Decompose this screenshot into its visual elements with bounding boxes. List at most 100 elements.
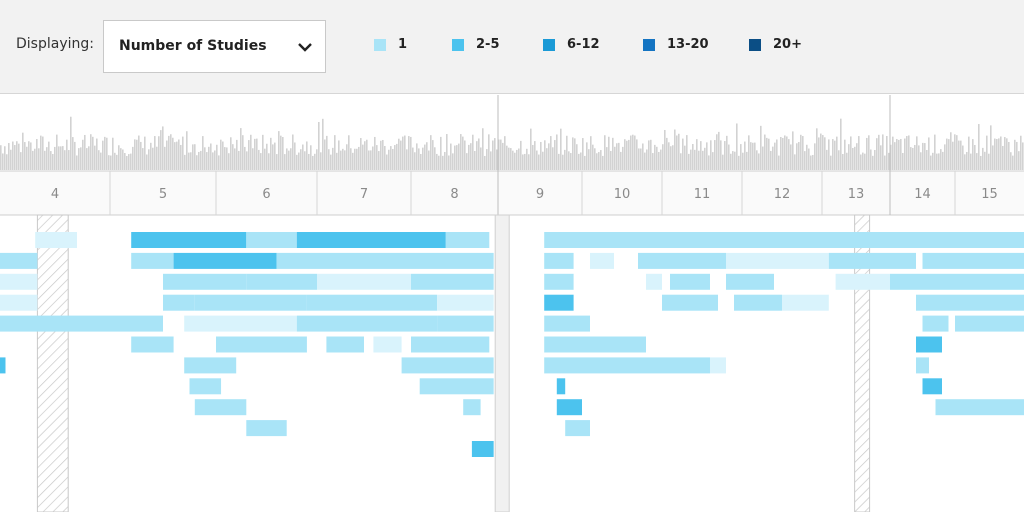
histogram-bar [276,154,278,170]
histogram-bar [212,152,214,170]
histogram-bar [68,150,70,170]
histogram-bar [338,140,340,170]
histogram-bar [844,139,846,170]
histogram-bar [946,138,948,170]
legend-swatch-13-20 [643,39,655,51]
study-segment [835,273,890,290]
histogram-bar [994,138,996,170]
histogram-bar [722,154,724,170]
study-segment [110,315,163,332]
histogram-bar [544,140,546,170]
histogram-bar [368,150,370,170]
histogram-bar [1002,145,1004,170]
histogram-bar [118,145,120,170]
displaying-label: Displaying: [16,36,94,52]
histogram-bar [206,152,208,170]
histogram-bar [270,137,272,170]
x-tick-label: 11 [694,187,711,202]
histogram-bar [586,142,588,170]
histogram-bar [884,155,886,170]
histogram-bar [828,139,830,170]
study-segment [131,336,174,353]
histogram-bar [700,141,702,170]
histogram-bar [878,134,880,170]
study-segment [401,357,494,374]
histogram-bar [176,141,178,170]
histogram-bar [222,141,224,170]
histogram-bar [882,134,884,170]
study-segment [419,378,494,395]
histogram-bar [914,144,916,170]
histogram-bar [954,134,956,170]
study-segment [445,232,490,248]
histogram-bar [454,145,456,170]
histogram-bar [66,139,68,170]
histogram-bar [382,139,384,170]
histogram-bar [414,152,416,170]
histogram-bar [32,150,34,170]
histogram-bar [588,149,590,170]
histogram-bar [442,155,444,170]
histogram-bar [906,136,908,170]
histogram-bar [152,147,154,170]
histogram-bar [216,144,218,170]
metric-dropdown[interactable]: Number of Studies [103,20,326,73]
study-segment [916,357,929,374]
x-tick-label: 6 [262,187,270,202]
histogram-bar [292,134,294,170]
histogram-bar [308,153,310,170]
histogram-bar [484,155,486,170]
histogram-bar [702,150,704,170]
histogram-bar [632,134,634,170]
histogram-bar [656,146,658,170]
histogram-bar [114,152,116,170]
study-segment [296,315,438,332]
histogram-bar [258,149,260,170]
histogram-bar [900,138,902,170]
study-segment [726,252,829,269]
histogram-bar [418,148,420,170]
histogram-bar [990,125,992,170]
histogram-bar [310,145,312,170]
histogram-bar [934,134,936,170]
histogram-bar [554,140,556,170]
histogram-bar [520,140,522,170]
histogram-bar [364,141,366,170]
histogram-bar [618,142,620,170]
histogram-bar [522,154,524,170]
legend-label-2-5: 2-5 [476,37,500,52]
histogram-bar [980,155,982,170]
histogram-bar [784,135,786,170]
histogram-bar [474,150,476,170]
histogram-bar [552,147,554,170]
x-tick-label: 12 [774,187,791,202]
histogram-bar [190,152,192,170]
histogram-bar [604,135,606,170]
histogram-bar [956,135,958,170]
histogram-bar [332,147,334,170]
histogram-bar [1018,151,1020,170]
histogram-bar [596,153,598,170]
histogram-bar [208,146,210,170]
histogram-bar [428,150,430,170]
histogram-bar [450,143,452,170]
histogram-bar [966,151,968,170]
histogram-bar [76,155,78,170]
histogram-bar [928,137,930,170]
histogram-bar [538,154,540,170]
study-segment [296,232,446,248]
histogram-bar [678,133,680,170]
histogram-bar [170,134,172,170]
histogram-bar [82,139,84,170]
histogram-bar [230,137,232,170]
histogram-bar [480,147,482,170]
histogram-bar [526,148,528,170]
histogram-bar [862,152,864,170]
histogram-bar [860,154,862,170]
histogram-bar [766,137,768,170]
histogram-bar [518,148,520,170]
study-segment [0,273,38,290]
histogram-bar [98,150,100,170]
histogram-bar [680,153,682,170]
histogram-bar [492,140,494,170]
